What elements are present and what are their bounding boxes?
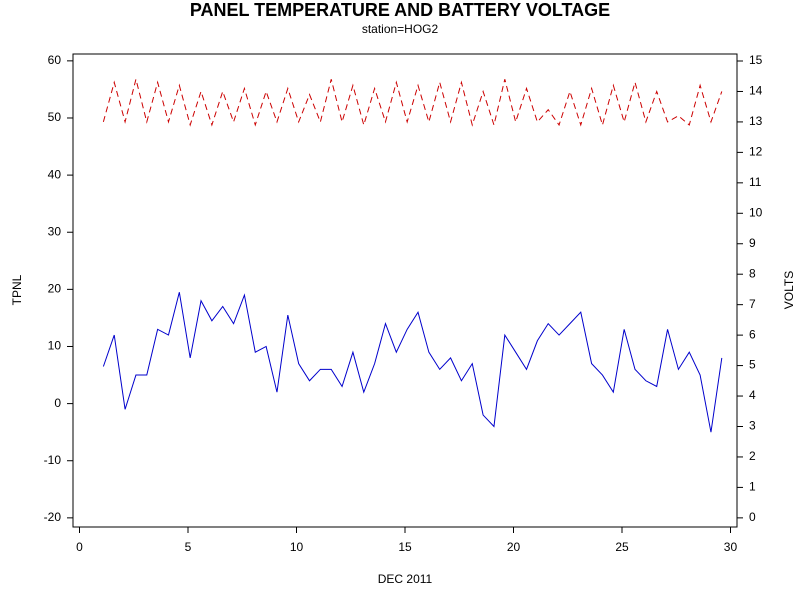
x-tick-label: 0 — [76, 540, 83, 554]
x-axis-label: DEC 2011 — [378, 572, 433, 586]
y2-tick-label: 6 — [749, 327, 756, 341]
y2-tick-label: 5 — [749, 358, 756, 372]
x-tick-label: 5 — [185, 540, 192, 554]
y-tick-label: 30 — [48, 224, 62, 238]
plot-frame — [72, 53, 738, 528]
chart-title: PANEL TEMPERATURE AND BATTERY VOLTAGE — [190, 0, 610, 20]
y2-tick-label: 3 — [749, 419, 756, 433]
x-tick-label: 25 — [615, 540, 629, 554]
x-tick-label: 30 — [724, 540, 738, 554]
y2-tick-label: 14 — [749, 84, 763, 98]
y2-tick-label: 9 — [749, 236, 756, 250]
y2-tick-label: 2 — [749, 449, 756, 463]
y2-tick-label: 8 — [749, 266, 756, 280]
y2-tick-label: 1 — [749, 480, 756, 494]
y-tick-label: -10 — [44, 453, 62, 467]
y2-tick-label: 13 — [749, 114, 763, 128]
y-tick-label: 0 — [54, 396, 61, 410]
x-tick-label: 15 — [398, 540, 412, 554]
chart-subtitle: station=HOG2 — [362, 22, 439, 36]
y2-tick-label: 15 — [749, 53, 763, 67]
data-line — [102, 79, 723, 127]
y-tick-label: 50 — [48, 110, 62, 124]
y-tick-label: 20 — [48, 282, 62, 296]
y-tick-label: 40 — [48, 167, 62, 181]
x-tick-label: 10 — [290, 540, 304, 554]
y-axis-label: TPNL — [10, 274, 24, 305]
y2-tick-label: 4 — [749, 388, 756, 402]
y2-tick-label: 11 — [749, 175, 762, 189]
y-tick-label: 10 — [48, 339, 62, 353]
x-tick-label: 20 — [507, 540, 521, 554]
y2-tick-label: 0 — [749, 510, 756, 524]
y2-tick-label: 10 — [749, 205, 763, 219]
y2-tick-label: 12 — [749, 145, 763, 159]
y-tick-label: 60 — [48, 53, 62, 67]
y2-axis-label: VOLTS — [782, 271, 796, 309]
y-tick-label: -20 — [44, 510, 62, 524]
y2-tick-label: 7 — [749, 297, 756, 311]
data-line — [102, 292, 723, 433]
